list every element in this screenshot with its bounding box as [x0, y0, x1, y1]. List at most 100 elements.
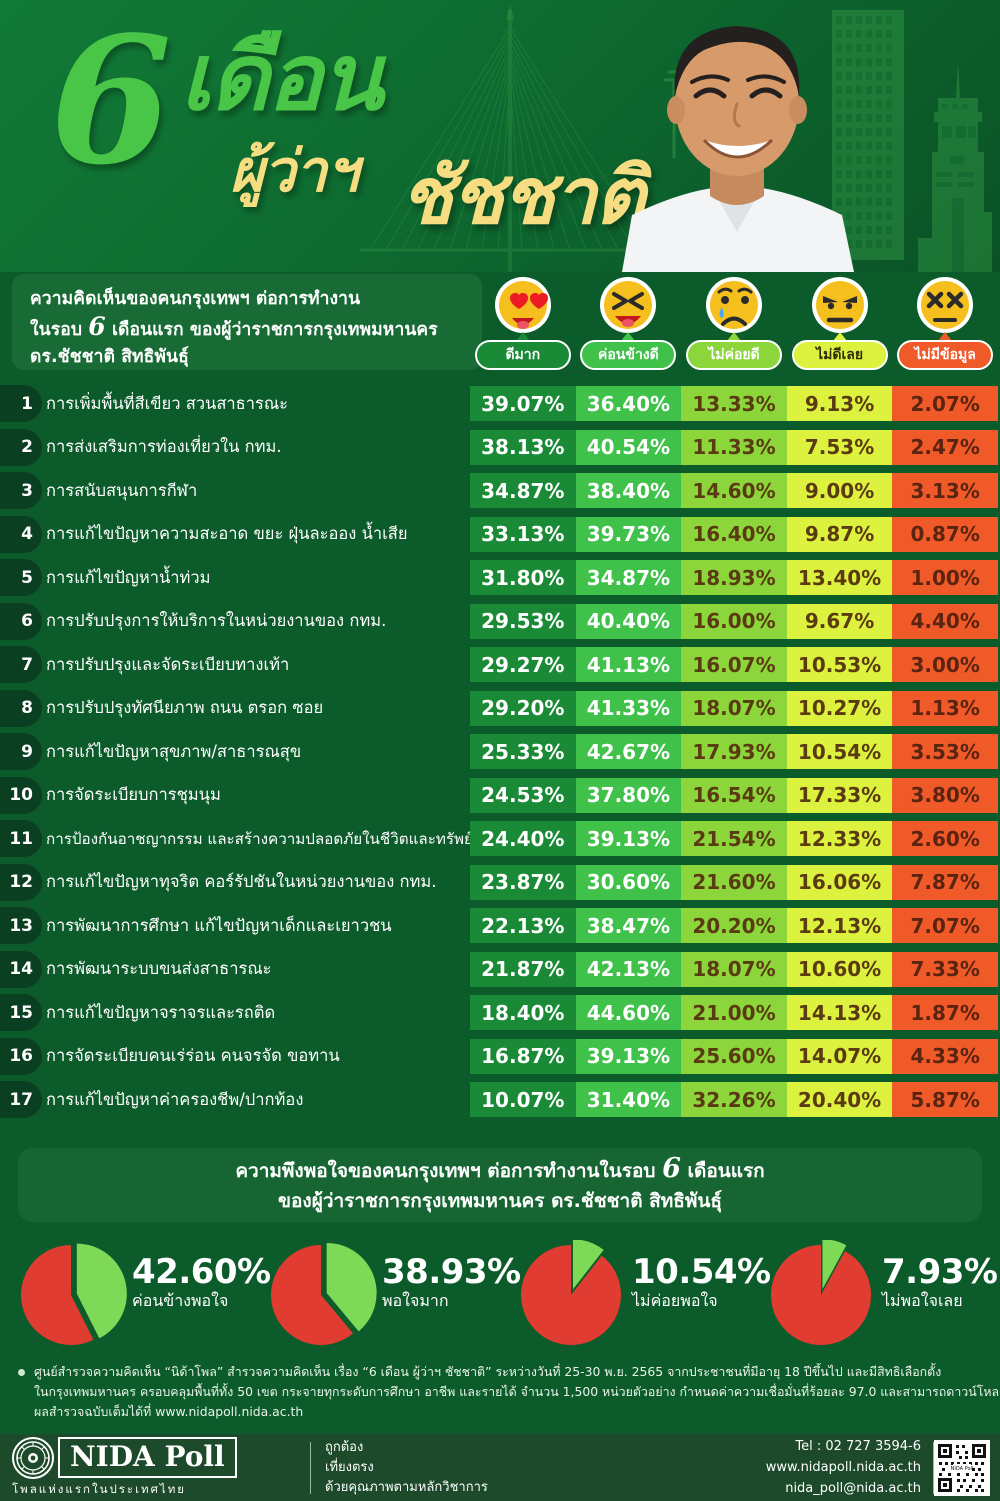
subtitle-line-2a: ในรอบ [30, 320, 83, 340]
table-cell: 21.87% [470, 951, 576, 987]
satisfaction-line-1b: เดือนแรก [687, 1160, 765, 1182]
table-row: 10 การจัดระเบียบการชุมนุม 24.53% 37.80% 16.5… [0, 774, 1000, 818]
pie-group-3: 10.54% ไม่ค่อยพอใจ [500, 1240, 771, 1350]
legend-pill-1: ดีมาก [474, 340, 571, 370]
value-1: ถูกต้อง [325, 1439, 364, 1455]
row-number: 15 [0, 994, 42, 1031]
table-cell: 13.33% [681, 386, 787, 421]
row-number: 11 [0, 820, 42, 857]
legend-bar: ดีมาก ค่อนข้างดี ไม่ค่อยดี [470, 274, 998, 372]
pie-chart-2 [271, 1242, 377, 1345]
table-row: 8 การปรับปรุงทัศนียภาพ ถนน ตรอก ซอย 29.20%… [0, 687, 1000, 731]
table-cell: 3.13% [892, 473, 998, 508]
table-cell: 10.27% [786, 690, 893, 726]
legend-label: ไม่ค่อยดี [708, 347, 760, 363]
table-cell: 13.40% [786, 560, 893, 595]
table-cell: 17.93% [681, 734, 787, 769]
table-cell: 3.00% [892, 647, 998, 682]
table-cell: 7.33% [892, 951, 998, 987]
subtitle-line-2: ในรอบ 6 เดือนแรก ของผู้ว่าราชการกรุงเทพม… [30, 313, 466, 344]
contact-email[interactable]: nida_poll@nida.ac.th [785, 1481, 921, 1496]
row-cells: 21.87% 42.13% 18.07% 10.60% 7.33% [470, 951, 998, 987]
table-row: 2 การส่งเสริมการท่องเที่ยวใน กทม. 38.13% 40… [0, 426, 1000, 470]
table-cell: 38.40% [575, 473, 682, 508]
row-label: การแก้ไขปัญหาสุขภาพ/สาธารณสุข [46, 741, 302, 761]
table-cell: 32.26% [681, 1082, 787, 1117]
table-row: 13 การพัฒนาการศึกษา แก้ไขปัญหาเด็กและเยาว… [0, 904, 1000, 948]
angry-face-icon [809, 274, 871, 336]
table-cell: 3.53% [892, 734, 998, 769]
row-cells: 24.40% 39.13% 21.54% 12.33% 2.60% [470, 821, 998, 856]
row-number: 12 [0, 863, 42, 901]
table-cell: 25.33% [470, 734, 576, 769]
table-cell: 9.00% [786, 473, 893, 508]
table-row: 16 การจัดระเบียบคนเร่ร่อน คนจรจัด ขอทาน 16… [0, 1035, 1000, 1079]
legend-pill-4: ไม่ดีเลย [791, 340, 888, 370]
table-cell: 44.60% [575, 995, 682, 1030]
table-cell: 29.20% [470, 690, 576, 726]
results-table: 1 การเพิ่มพื้นที่สีเขียว สวนสาธารณะ 39.07%… [0, 382, 1000, 1122]
satisfaction-line-2: ของผู้ว่าราชการกรุงเทพมหานคร ดร.ชัชชาติ … [278, 1190, 722, 1212]
qr-code-icon[interactable]: NIDA Poll [934, 1439, 990, 1496]
row-label: การพัฒนาระบบขนส่งสาธารณะ [46, 959, 272, 979]
pie-text-3: 10.54% ไม่ค่อยพอใจ [632, 1254, 771, 1312]
table-cell: 9.67% [786, 603, 893, 639]
title-six: 6 [50, 0, 172, 204]
table-row: 9 การแก้ไขปัญหาสุขภาพ/สาธารณสุข 25.33% 42.6… [0, 730, 1000, 774]
subtitle-line-3: ดร.ชัชชาติ สิทธิพันธุ์ [30, 347, 189, 367]
table-cell: 16.00% [681, 603, 787, 639]
table-cell: 18.07% [681, 951, 787, 987]
row-label: การปรับปรุงการให้บริการในหน่วยงานของ กทม… [46, 611, 387, 631]
satisfaction-banner: ความพึงพอใจของคนกรุงเทพฯ ต่อการทำงานในรอ… [18, 1148, 982, 1222]
table-row: 3 การสนับสนุนการกีฬา 34.87% 38.40% 14.60% 9.0… [0, 469, 1000, 513]
row-label: การพัฒนาการศึกษา แก้ไขปัญหาเด็กและเยาวชน [46, 915, 392, 935]
table-cell: 30.60% [575, 864, 682, 900]
table-cell: 10.60% [786, 951, 893, 987]
table-cell: 18.93% [681, 560, 787, 595]
table-cell: 21.60% [681, 864, 787, 900]
table-cell: 21.54% [681, 821, 787, 856]
table-cell: 16.07% [681, 647, 787, 682]
table-cell: 29.53% [470, 603, 576, 639]
contact-website[interactable]: www.nidapoll.nida.ac.th [765, 1460, 921, 1475]
row-label: การแก้ไขปัญหาจราจรและรถติด [46, 1002, 276, 1022]
table-cell: 39.13% [575, 821, 682, 856]
table-cell: 11.33% [681, 429, 787, 465]
pie-chart-3 [521, 1240, 621, 1345]
table-cell: 2.07% [892, 386, 998, 421]
table-cell: 18.40% [470, 995, 576, 1030]
heart-eyes-face-icon [492, 274, 554, 336]
table-cell: 33.13% [470, 516, 576, 552]
table-row: 12 การแก้ไขปัญหาทุจริต คอร์รัปชันในหน่วยง… [0, 861, 1000, 905]
footer-divider-1 [310, 1441, 311, 1494]
pie-chart-1 [20, 1243, 127, 1345]
row-label: การแก้ไขปัญหาความสะอาด ขยะ ฝุ่นละออง น้ำ… [46, 524, 408, 544]
row-number: 4 [0, 515, 42, 553]
row-cells: 29.53% 40.40% 16.00% 9.67% 4.40% [470, 603, 998, 639]
row-cells: 38.13% 40.54% 11.33% 7.53% 2.47% [470, 429, 998, 465]
table-cell: 22.13% [470, 908, 576, 943]
row-cells: 24.53% 37.80% 16.54% 17.33% 3.80% [470, 777, 998, 813]
table-cell: 39.13% [575, 1038, 682, 1074]
table-row: 4 การแก้ไขปัญหาความสะอาด ขยะ ฝุ่นละออง น้… [0, 513, 1000, 557]
legend-column-4: ไม่ดีเลย [787, 274, 893, 372]
legend-column-1: ดีมาก [470, 274, 576, 372]
pie-label: ไม่ค่อยพอใจ [632, 1291, 718, 1310]
table-cell: 34.87% [470, 473, 576, 508]
table-cell: 7.07% [892, 908, 998, 943]
nida-poll-text: NIDA Poll [70, 1440, 225, 1473]
footnote: ศูนย์สำรวจความคิดเห็น “นิด้าโพล” สำรวจคว… [18, 1362, 1000, 1422]
baiyoke-tower-silhouette-icon [918, 62, 992, 272]
table-cell: 31.40% [575, 1082, 682, 1117]
table-cell: 21.00% [681, 995, 787, 1030]
table-cell: 37.80% [575, 777, 682, 813]
footer-contact: Tel : 02 727 3594-6 www.nidapoll.nida.ac… [766, 1436, 933, 1499]
pie-chart-4 [771, 1240, 871, 1345]
pie-value: 42.60% [132, 1252, 271, 1292]
table-cell: 14.07% [786, 1038, 893, 1074]
pie-text-4: 7.93% ไม่พอใจเลย [882, 1254, 998, 1312]
crying-sad-face-icon [703, 274, 765, 336]
hero-banner: 6 เดือน ผู้ว่าฯ ชัชชาติ [0, 0, 1000, 272]
pie-label: พอใจมาก [382, 1291, 449, 1310]
row-cells: 18.40% 44.60% 21.00% 14.13% 1.87% [470, 995, 998, 1030]
